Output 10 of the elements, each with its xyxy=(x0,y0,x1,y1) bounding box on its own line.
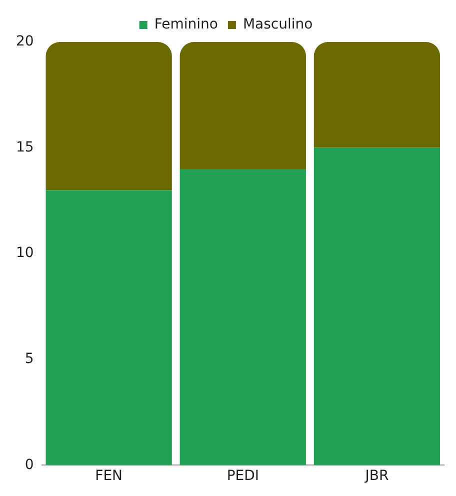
x-tick-label: FEN xyxy=(95,468,123,484)
y-tick-label: 0 xyxy=(24,456,34,473)
x-tick-label: JBR xyxy=(364,468,389,484)
y-tick-label: 10 xyxy=(16,245,34,262)
x-tick-label: PEDI xyxy=(226,468,260,484)
y-tick-label: 20 xyxy=(16,34,34,50)
y-tick-label: 5 xyxy=(24,351,34,368)
legend-label: Masculino xyxy=(242,16,313,33)
y-tick-label: 15 xyxy=(16,139,34,156)
legend-label: Feminino xyxy=(154,16,218,33)
